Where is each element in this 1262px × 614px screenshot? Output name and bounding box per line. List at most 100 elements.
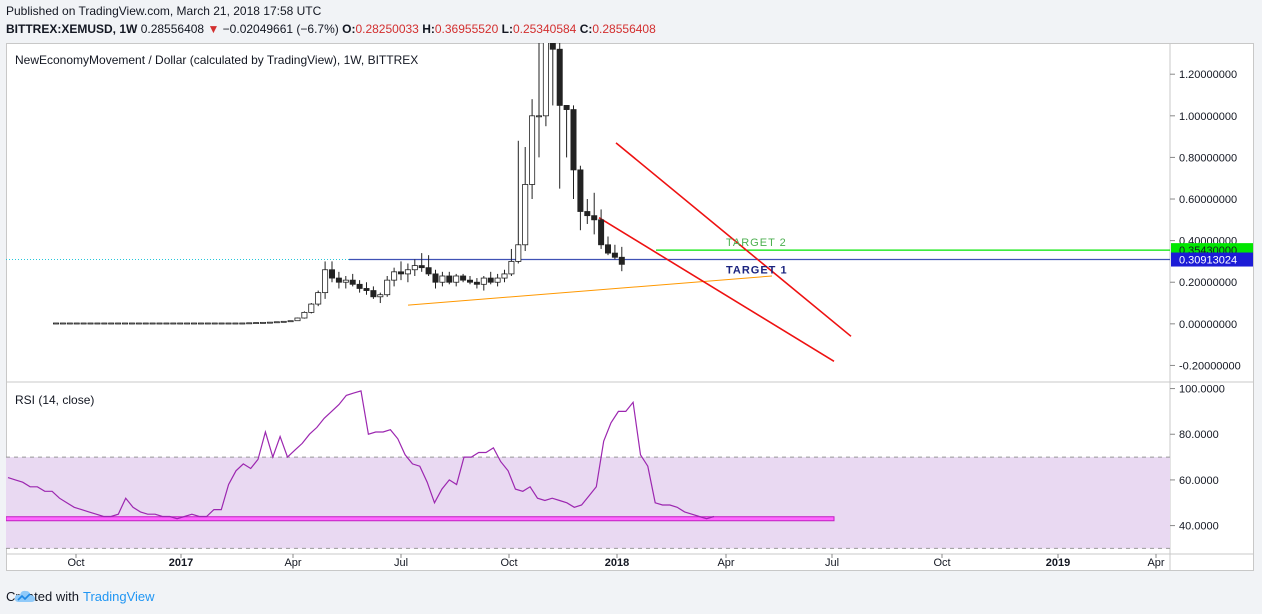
candle-body bbox=[542, 43, 549, 117]
candle bbox=[563, 105, 570, 158]
candle bbox=[122, 322, 129, 325]
candle-body bbox=[391, 271, 398, 281]
candle-body bbox=[294, 317, 301, 322]
support-trendline bbox=[407, 275, 773, 306]
price-tick-label: -0.20000000 bbox=[1179, 360, 1241, 372]
candle bbox=[466, 275, 473, 285]
candle-body bbox=[494, 277, 501, 283]
candle bbox=[397, 261, 404, 281]
candle bbox=[494, 273, 501, 287]
candle-body bbox=[177, 322, 184, 325]
candle bbox=[301, 311, 308, 319]
candle-body bbox=[239, 322, 246, 325]
candle-body bbox=[460, 275, 467, 281]
chart-svg[interactable]: 1.20000000 1.00000000 0.80000000 0.60000000… bbox=[6, 43, 1254, 571]
candle bbox=[618, 246, 625, 272]
candle bbox=[384, 275, 391, 297]
candle bbox=[536, 43, 543, 158]
candle-body bbox=[218, 322, 225, 325]
rsi-line bbox=[7, 390, 715, 520]
candle-body bbox=[439, 275, 446, 283]
candle bbox=[377, 292, 384, 304]
tradingview-link[interactable]: TradingView bbox=[82, 589, 155, 604]
candle-body bbox=[487, 277, 494, 283]
candle-body bbox=[549, 43, 556, 50]
rsi-pane-title: RSI (14, close) bbox=[15, 393, 94, 407]
low-value: 0.25340584 bbox=[512, 22, 577, 36]
candle bbox=[315, 290, 322, 307]
candle-body bbox=[225, 322, 232, 325]
candle bbox=[170, 322, 177, 325]
candle-body bbox=[536, 115, 543, 118]
candle-body bbox=[522, 184, 529, 246]
candle bbox=[287, 320, 294, 323]
candle-body bbox=[190, 322, 197, 325]
tradingview-logo-icon[interactable] bbox=[14, 589, 36, 603]
candle bbox=[418, 253, 425, 272]
price-tick-label: 1.20000000 bbox=[1179, 69, 1237, 81]
candle bbox=[508, 248, 515, 276]
candle-body bbox=[128, 322, 135, 325]
candle-body bbox=[591, 215, 598, 221]
candle bbox=[253, 322, 260, 324]
candle-body bbox=[232, 322, 239, 325]
candle-body bbox=[80, 322, 87, 325]
candle-body bbox=[618, 256, 625, 265]
high-label: H: bbox=[422, 22, 435, 36]
candle bbox=[308, 303, 315, 314]
candle bbox=[529, 99, 536, 200]
date-tick-label: Oct bbox=[500, 557, 517, 569]
wedge-lower-line bbox=[598, 217, 835, 362]
price-pane-title: NewEconomyMovement / Dollar (calculated … bbox=[15, 53, 418, 67]
date-tick-label: Jul bbox=[394, 557, 408, 569]
candle bbox=[335, 271, 342, 289]
candle-body bbox=[66, 322, 73, 325]
candle bbox=[225, 322, 232, 325]
candle-body bbox=[315, 292, 322, 305]
candle bbox=[101, 322, 108, 325]
candle bbox=[184, 322, 191, 325]
candle bbox=[432, 269, 439, 289]
date-tick-label: Apr bbox=[717, 557, 734, 569]
candle bbox=[446, 271, 453, 285]
candle bbox=[605, 236, 612, 256]
candle-body bbox=[73, 322, 80, 325]
candle bbox=[273, 321, 280, 324]
date-tick-label: 2018 bbox=[605, 557, 629, 569]
candle bbox=[411, 259, 418, 276]
candle-body bbox=[384, 279, 391, 296]
candle-body bbox=[122, 322, 129, 325]
target-1-price-tag: 0.30913024 bbox=[1171, 252, 1253, 267]
date-tick-label: Apr bbox=[1147, 557, 1164, 569]
candle bbox=[294, 317, 301, 322]
target-1-label: TARGET 1 bbox=[726, 265, 788, 277]
candle-body bbox=[253, 322, 260, 324]
candle bbox=[439, 271, 446, 287]
candle bbox=[570, 105, 577, 200]
candle bbox=[232, 322, 239, 325]
close-value: 0.28556408 bbox=[592, 22, 656, 36]
candle bbox=[190, 322, 197, 325]
candle-body bbox=[480, 277, 487, 285]
open-value: 0.28250033 bbox=[355, 22, 419, 36]
candle-body bbox=[584, 211, 591, 217]
candle-body bbox=[529, 115, 536, 185]
candle-body bbox=[370, 290, 377, 298]
candle bbox=[328, 261, 335, 283]
wedge-upper-line bbox=[615, 142, 852, 337]
candle-body bbox=[605, 244, 612, 254]
candle-body bbox=[432, 273, 439, 283]
chart-container[interactable]: 1.20000000 1.00000000 0.80000000 0.60000000… bbox=[6, 43, 1254, 571]
candle bbox=[87, 322, 94, 325]
date-tick-label: 2019 bbox=[1046, 557, 1070, 569]
high-value: 0.36955520 bbox=[434, 22, 499, 36]
candle bbox=[80, 322, 87, 325]
candle bbox=[246, 322, 253, 325]
candle-body bbox=[556, 48, 563, 106]
candle-body bbox=[204, 322, 211, 325]
candle bbox=[342, 275, 349, 289]
candle bbox=[108, 322, 115, 325]
price-tick-label: 0.60000000 bbox=[1179, 194, 1237, 206]
rsi-tick-label: 40.0000 bbox=[1179, 521, 1219, 533]
candle-body bbox=[349, 279, 356, 285]
